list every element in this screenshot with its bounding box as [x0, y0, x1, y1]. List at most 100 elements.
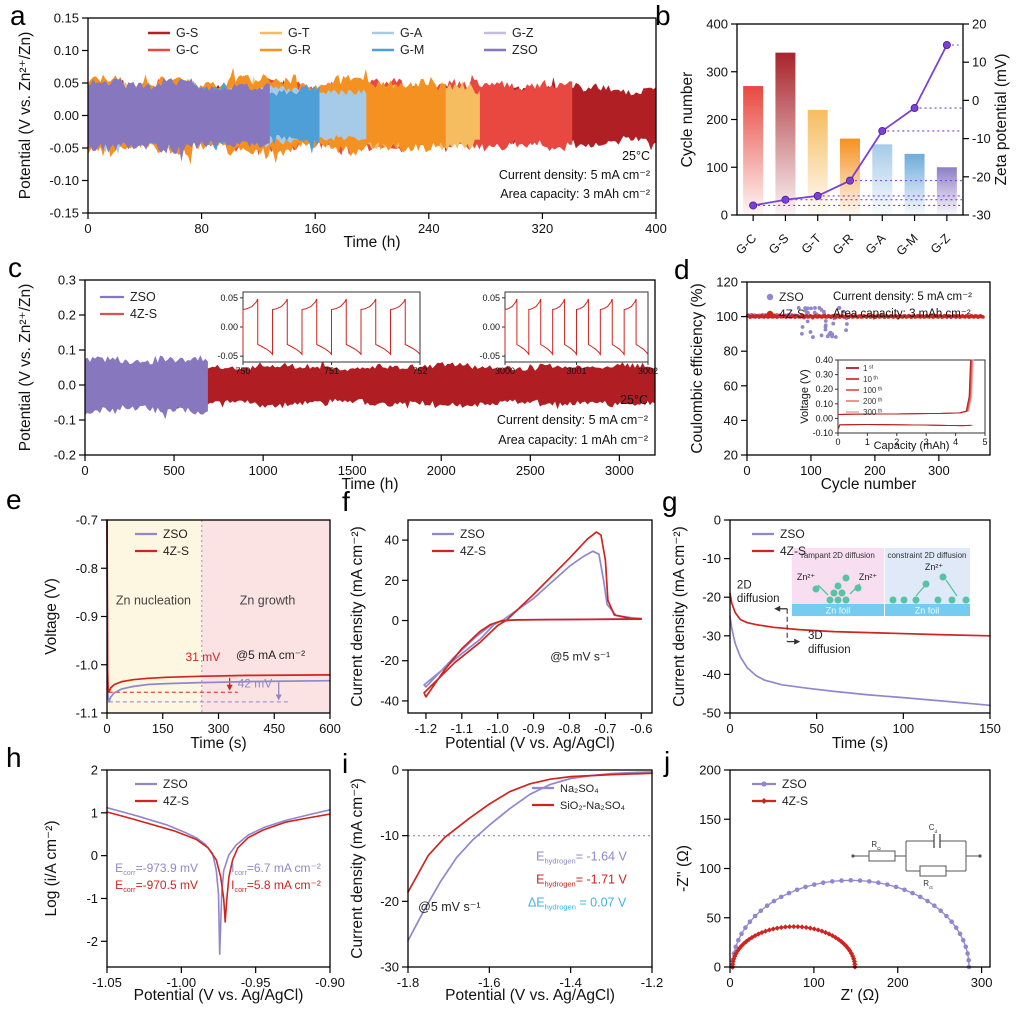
svg-text:0.00: 0.00: [54, 108, 79, 123]
svg-text:-1.0: -1.0: [76, 657, 98, 672]
svg-text:2D: 2D: [737, 580, 752, 592]
svg-text:0: 0: [726, 975, 733, 990]
svg-text:SiO₂-Na₂SO₄: SiO₂-Na₂SO₄: [560, 800, 625, 812]
svg-text:Log (i/A cm⁻²): Log (i/A cm⁻²): [43, 820, 60, 916]
svg-text:Na₂SO₄: Na₂SO₄: [560, 783, 599, 795]
svg-text:-0.1: -0.1: [54, 413, 76, 428]
svg-text:G-Z: G-Z: [512, 26, 534, 40]
svg-text:0: 0: [835, 437, 840, 447]
svg-text:-2: -2: [86, 934, 98, 949]
svg-text:Coulombic efficiency (%): Coulombic efficiency (%): [689, 283, 706, 453]
panel-letter-i: i: [342, 748, 349, 779]
svg-text:0.05: 0.05: [54, 76, 79, 91]
svg-text:-0.9: -0.9: [522, 721, 544, 736]
panel-letter-j: j: [664, 746, 671, 777]
svg-text:300: 300: [208, 721, 230, 736]
svg-text:-20: -20: [702, 590, 721, 605]
svg-text:4Z-S: 4Z-S: [780, 544, 806, 558]
svg-text:0: 0: [91, 848, 98, 863]
svg-text:RΩ: RΩ: [871, 840, 881, 852]
svg-text:752: 752: [412, 366, 427, 376]
svg-text:Cycle number: Cycle number: [679, 72, 696, 168]
svg-text:-0.95: -0.95: [241, 975, 271, 990]
svg-text:10: 10: [972, 55, 986, 70]
svg-text:4: 4: [953, 437, 958, 447]
svg-text:0.00: 0.00: [482, 322, 500, 332]
svg-text:-30: -30: [972, 208, 991, 223]
panel-j: RΩ Cd Rct 0 100 200 300 0 50 100 150 200 Z' (Ω) -Z'' …: [675, 763, 992, 1005]
svg-text:4Z-S: 4Z-S: [460, 544, 486, 558]
svg-text:G-A: G-A: [400, 26, 423, 40]
svg-text:diffusion: diffusion: [737, 593, 780, 605]
svg-text:Zn foil: Zn foil: [826, 606, 851, 616]
svg-text:200: 200: [864, 463, 886, 478]
svg-text:-1.00: -1.00: [167, 975, 197, 990]
panel-e: Zn nucleation Zn growth 31 mV 42 mV 0 150 300 4…: [43, 513, 341, 753]
svg-text:0: 0: [743, 463, 750, 478]
svg-text:ZSO: ZSO: [782, 777, 807, 791]
svg-text:Zn²⁺: Zn²⁺: [797, 572, 816, 582]
svg-text:0.30: 0.30: [815, 370, 833, 380]
svg-text:-30: -30: [702, 628, 721, 643]
svg-text:-0.8: -0.8: [76, 561, 98, 576]
svg-text:Ecorr=-973.9 mV: Ecorr=-973.9 mV: [115, 861, 198, 877]
svg-text:-0.8: -0.8: [558, 721, 580, 736]
svg-text:300 th: 300 th: [863, 408, 882, 417]
svg-text:1: 1: [865, 437, 870, 447]
svg-text:1 st: 1 st: [863, 364, 874, 373]
svg-text:-0.7: -0.7: [76, 513, 98, 528]
svg-text:0: 0: [103, 721, 110, 736]
svg-text:40: 40: [724, 413, 738, 428]
svg-text:G-A: G-A: [863, 231, 889, 257]
svg-text:ZSO: ZSO: [130, 290, 156, 304]
svg-text:Potential (V vs. Zn²⁺/Zn): Potential (V vs. Zn²⁺/Zn): [17, 32, 34, 200]
svg-text:150: 150: [152, 721, 174, 736]
svg-text:0.20: 0.20: [815, 384, 833, 394]
svg-text:600: 600: [319, 721, 341, 736]
svg-text:G-T: G-T: [288, 26, 310, 40]
svg-text:-1.2: -1.2: [415, 721, 437, 736]
svg-text:-0.7: -0.7: [594, 721, 616, 736]
svg-text:0: 0: [392, 763, 399, 778]
svg-text:2: 2: [894, 437, 899, 447]
svg-text:-1.1: -1.1: [76, 706, 98, 721]
svg-text:2: 2: [91, 763, 98, 778]
svg-text:-40: -40: [380, 693, 399, 708]
svg-text:Potential (V vs. Ag/AgCl): Potential (V vs. Ag/AgCl): [134, 987, 304, 1004]
svg-text:200: 200: [706, 112, 728, 127]
svg-text:Time (s): Time (s): [190, 735, 246, 752]
svg-text:Current density: 5 mA cm⁻²: Current density: 5 mA cm⁻²: [833, 291, 972, 303]
svg-text:Icorr=6.7 mA cm⁻²: Icorr=6.7 mA cm⁻²: [231, 861, 321, 877]
svg-text:4Z-S: 4Z-S: [163, 544, 189, 558]
svg-text:-0.90: -0.90: [315, 975, 345, 990]
svg-text:Potential (V vs. Ag/AgCl): Potential (V vs. Ag/AgCl): [445, 735, 615, 752]
svg-text:Zn²⁺: Zn²⁺: [859, 572, 878, 582]
svg-text:Voltage (V): Voltage (V): [43, 578, 60, 655]
svg-text:31 mV: 31 mV: [186, 650, 221, 664]
svg-text:ΔEhydrogen = 0.07 V: ΔEhydrogen = 0.07 V: [528, 896, 627, 912]
panel-c: 0 500 1000 1500 2000 2500 3000 0.3 0.2 0.1 0.0 -0.1…: [17, 273, 658, 494]
svg-text:G-C: G-C: [176, 43, 199, 57]
svg-text:750: 750: [235, 366, 250, 376]
svg-text:0.3: 0.3: [58, 273, 76, 288]
svg-text:100 th: 100 th: [863, 386, 882, 395]
svg-text:Area capacity: 1 mAh cm⁻²: Area capacity: 1 mAh cm⁻²: [498, 433, 648, 447]
svg-text:Time (s): Time (s): [832, 735, 888, 752]
svg-text:0: 0: [84, 221, 91, 236]
svg-text:Zn foil: Zn foil: [915, 606, 940, 616]
svg-text:-40: -40: [702, 667, 721, 682]
svg-text:Ehydrogen= -1.64 V: Ehydrogen= -1.64 V: [536, 850, 627, 866]
svg-text:G-R: G-R: [288, 43, 311, 57]
svg-text:0: 0: [721, 208, 728, 223]
svg-text:-0.15: -0.15: [49, 206, 79, 221]
svg-text:0.10: 0.10: [815, 399, 833, 409]
svg-text:G-S: G-S: [176, 26, 198, 40]
panel-letter-a: a: [10, 0, 26, 31]
svg-text:100: 100: [803, 975, 825, 990]
svg-text:0.2: 0.2: [58, 308, 76, 323]
svg-text:1500: 1500: [338, 463, 367, 478]
svg-text:320: 320: [532, 221, 554, 236]
svg-text:150: 150: [979, 721, 1001, 736]
panel-b: 0 100 200 300 400 -30 -20 -10 0 10 20 G-C G-S G-T G-R G…: [679, 17, 1010, 259]
